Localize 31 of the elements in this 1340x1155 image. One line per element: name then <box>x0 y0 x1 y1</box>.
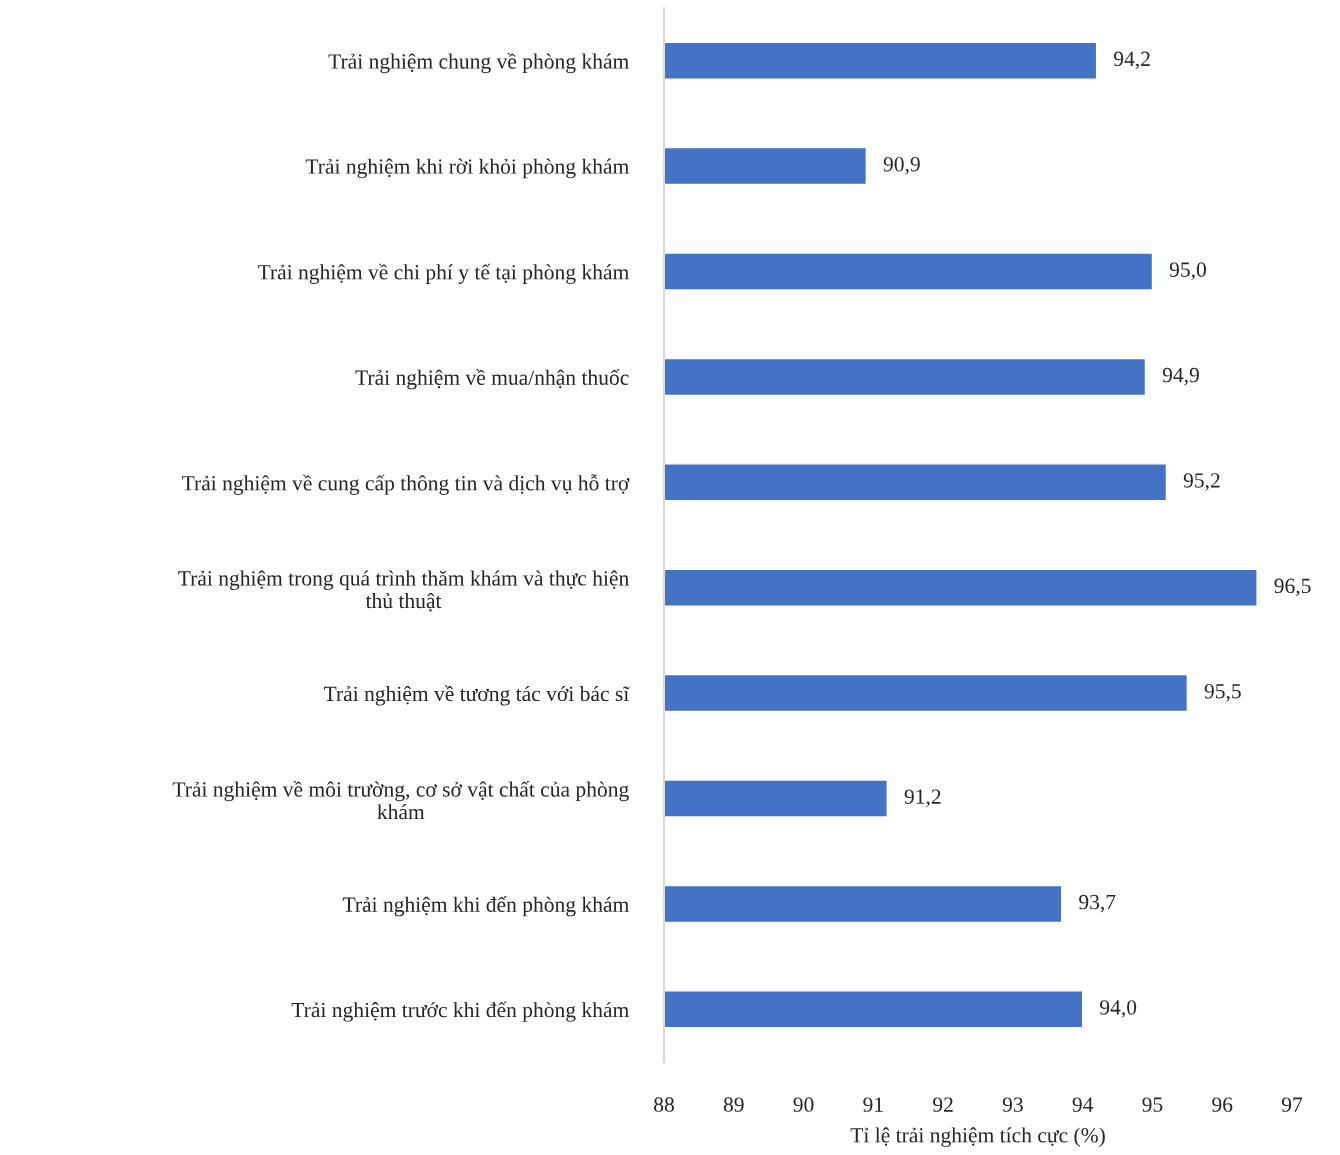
data-label: 95,5 <box>1204 684 1241 702</box>
data-label: 94,9 <box>1162 367 1199 386</box>
y-tick-label: Trải nghiệm về cung cấp thông tin và dịch vụ hỗ trợ <box>182 474 630 495</box>
y-tick-label: Trải nghiệm trong quá trình thăm khám và thực hiện thủ thuật <box>178 570 629 612</box>
x-tick-label: 95 <box>1142 1097 1163 1112</box>
data-label: 95,0 <box>1169 262 1206 280</box>
x-tick-label: 91 <box>863 1097 883 1112</box>
x-tick-label: 93 <box>1002 1097 1023 1112</box>
y-tick-label: Trải nghiệm khi rời khỏi phòng khám <box>305 158 629 179</box>
data-label: 93,7 <box>1079 894 1116 913</box>
data-label: 91,2 <box>904 789 941 807</box>
y-tick-label: Trải nghiệm về môi trường, cơ sở vật chất của phòng khám <box>172 780 629 820</box>
x-tick-label: 94 <box>1072 1097 1094 1112</box>
data-label: 94,0 <box>1100 1000 1137 1018</box>
x-tick-label: 92 <box>933 1097 953 1112</box>
x-tick-label: 97 <box>1281 1097 1303 1112</box>
y-tick-label: Trải nghiệm trước khi đến phòng khám <box>291 1001 629 1022</box>
y-tick-label: Trải nghiệm chung về phòng khám <box>328 52 629 74</box>
data-label: 94,2 <box>1113 51 1150 70</box>
y-tick-label: Trải nghiệm khi đến phòng khám <box>342 896 629 917</box>
x-tick-label: 89 <box>723 1097 744 1112</box>
x-axis-title: Tỉ lệ trải nghiệm tích cực (%) <box>850 1127 1105 1147</box>
x-tick-label: 88 <box>654 1097 674 1112</box>
x-tick-label: 90 <box>793 1097 814 1112</box>
y-tick-label: Trải nghiệm về mua/nhận thuốc <box>355 369 629 390</box>
data-label: 90,9 <box>883 156 920 175</box>
data-label: 96,5 <box>1274 578 1311 597</box>
x-tick-label: 96 <box>1212 1097 1233 1112</box>
y-tick-label: Trải nghiệm về tương tác với bác sĩ <box>323 685 630 706</box>
data-label: 95,2 <box>1183 473 1220 491</box>
y-tick-label: Trải nghiệm về chi phí y tế tại phòng khám <box>257 263 629 284</box>
